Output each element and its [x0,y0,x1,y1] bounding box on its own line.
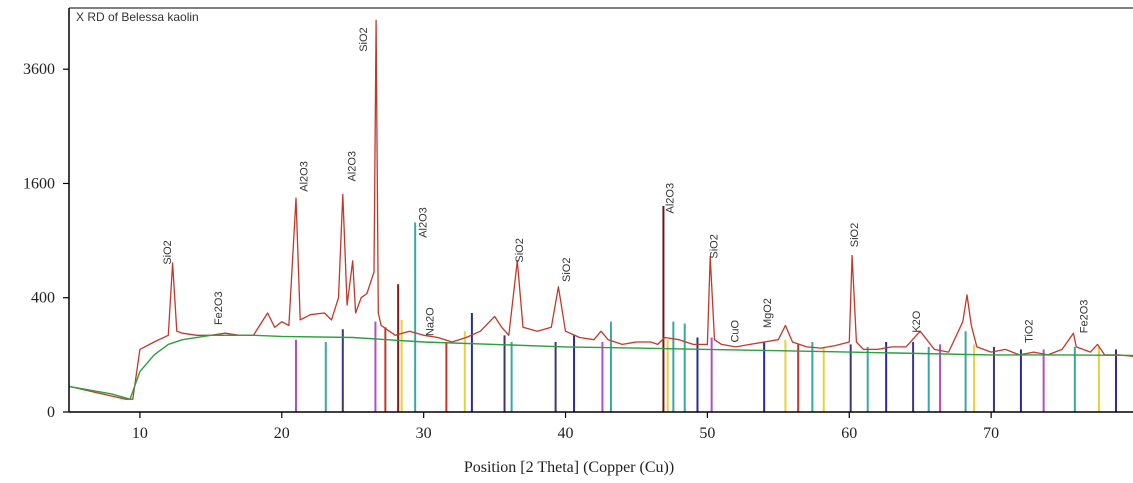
peak-label: Al2O3 [664,183,676,214]
peak-label: SiO2 [514,238,526,262]
series-group [69,20,1133,399]
x-axis-title: Position [2 Theta] (Copper (Cu)) [464,459,674,476]
chart-title: X RD of Belessa kaolin [76,10,199,24]
peak-label: SiO2 [162,240,174,264]
y-ticks: 0 400 1600 3600 [23,61,69,421]
x-tick-label: 10 [132,425,148,442]
x-ticks: 10 20 30 40 50 60 70 [132,412,999,442]
peak-label: TiO2 [1023,319,1035,342]
peak-label: Al2O3 [418,207,430,238]
x-tick-label: 40 [558,425,574,442]
x-tick-label: 30 [416,425,432,442]
peak-label: Al2O3 [298,161,310,192]
y-tick-label: 0 [47,404,55,421]
peak-label: MgO2 [762,298,774,328]
x-tick-label: 60 [841,425,857,442]
peak-label: CuO [730,319,742,342]
y-tick-label: 3600 [23,61,55,78]
peak-label: SiO2 [561,258,573,282]
peak-label: Fe2O3 [213,291,225,325]
peak-label: Na2O [425,307,437,336]
xrd-pattern-line [69,20,1133,399]
peak-label: SiO2 [708,234,720,258]
peak-label: SiO2 [849,223,861,247]
peak-annotations: SiO2 Fe2O3 Al2O3 Al2O3 SiO2 Al2O3 Na2O SiO2 SiO2… [162,27,1090,343]
y-tick-label: 400 [31,290,55,307]
peak-label: Fe2O3 [1079,300,1091,334]
peak-label: SiO2 [358,27,370,51]
y-tick-label: 1600 [23,175,55,192]
peak-label: Al2O3 [347,151,359,182]
x-tick-label: 50 [699,425,715,442]
x-tick-label: 70 [983,425,999,442]
x-tick-label: 20 [274,425,290,442]
peak-label: K2O [911,310,923,332]
